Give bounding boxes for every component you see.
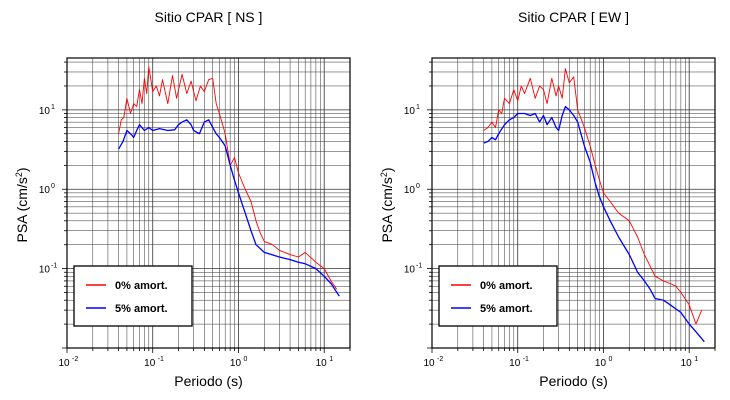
y-axis-label: PSA (cm/s2) [14,167,30,242]
x-tick-label-exponent: 0 [243,356,247,363]
legend: 0% amort. 5% amort. [73,265,193,327]
series-line-1 [118,66,338,290]
x-tick-label: 10 [681,358,693,369]
y-axis-label: PSA (cm/s2) [379,167,395,242]
legend-label: 0% amort. [115,280,168,292]
x-tick-label: 10 [230,358,242,369]
x-tick-label-exponent: 1 [694,356,698,363]
y-tick-label-exponent: -1 [51,263,57,270]
legend-label: 5% amort. [480,303,533,315]
x-tick-label-exponent: 1 [329,356,333,363]
chart-title: Sitio CPAR [ EW ] [518,9,629,25]
x-tick-label-exponent: -2 [437,356,443,363]
y-tick-label: 10 [404,265,416,276]
y-tick-label-exponent: -1 [416,263,422,270]
series-line-1 [483,68,703,325]
x-tick-label: 10 [509,358,521,369]
y-tick-label: 10 [39,106,51,117]
y-tick-label: 10 [39,185,51,196]
x-tick-label: 10 [58,358,70,369]
series-group [483,68,705,343]
y-tick-label: 10 [39,265,51,276]
x-tick-label: 10 [316,358,328,369]
plot-frame [431,57,716,349]
legend-label: 0% amort. [480,280,533,292]
ticks [62,61,351,353]
series-line-2 [118,119,340,297]
legend-box [438,265,558,327]
x-tick-label-exponent: -1 [523,356,529,363]
plot-frame [66,57,351,349]
x-tick-label-exponent: -2 [72,356,78,363]
x-tick-label: 10 [595,358,607,369]
x-tick-label: 10 [423,358,435,369]
y-tick-label-exponent: 1 [51,104,55,111]
legend-label: 5% amort. [115,303,168,315]
x-tick-label: 10 [144,358,156,369]
grid [66,58,351,349]
x-tick-label-exponent: 0 [608,356,612,363]
y-tick-label-exponent: 1 [416,104,420,111]
y-tick-label-exponent: 0 [51,183,55,190]
y-tick-label: 10 [404,185,416,196]
x-axis-label: Periodo (s) [174,373,242,389]
ticks [427,61,716,353]
chart-title: Sitio CPAR [ NS ] [155,9,263,25]
y-tick-label-exponent: 0 [416,183,420,190]
x-axis-label: Periodo (s) [539,373,607,389]
series-line-2 [483,105,705,343]
series-group [118,66,340,297]
y-tick-label: 10 [404,106,416,117]
legend: 0% amort. 5% amort. [438,265,558,327]
x-tick-label-exponent: -1 [158,356,164,363]
legend-box [73,265,193,327]
